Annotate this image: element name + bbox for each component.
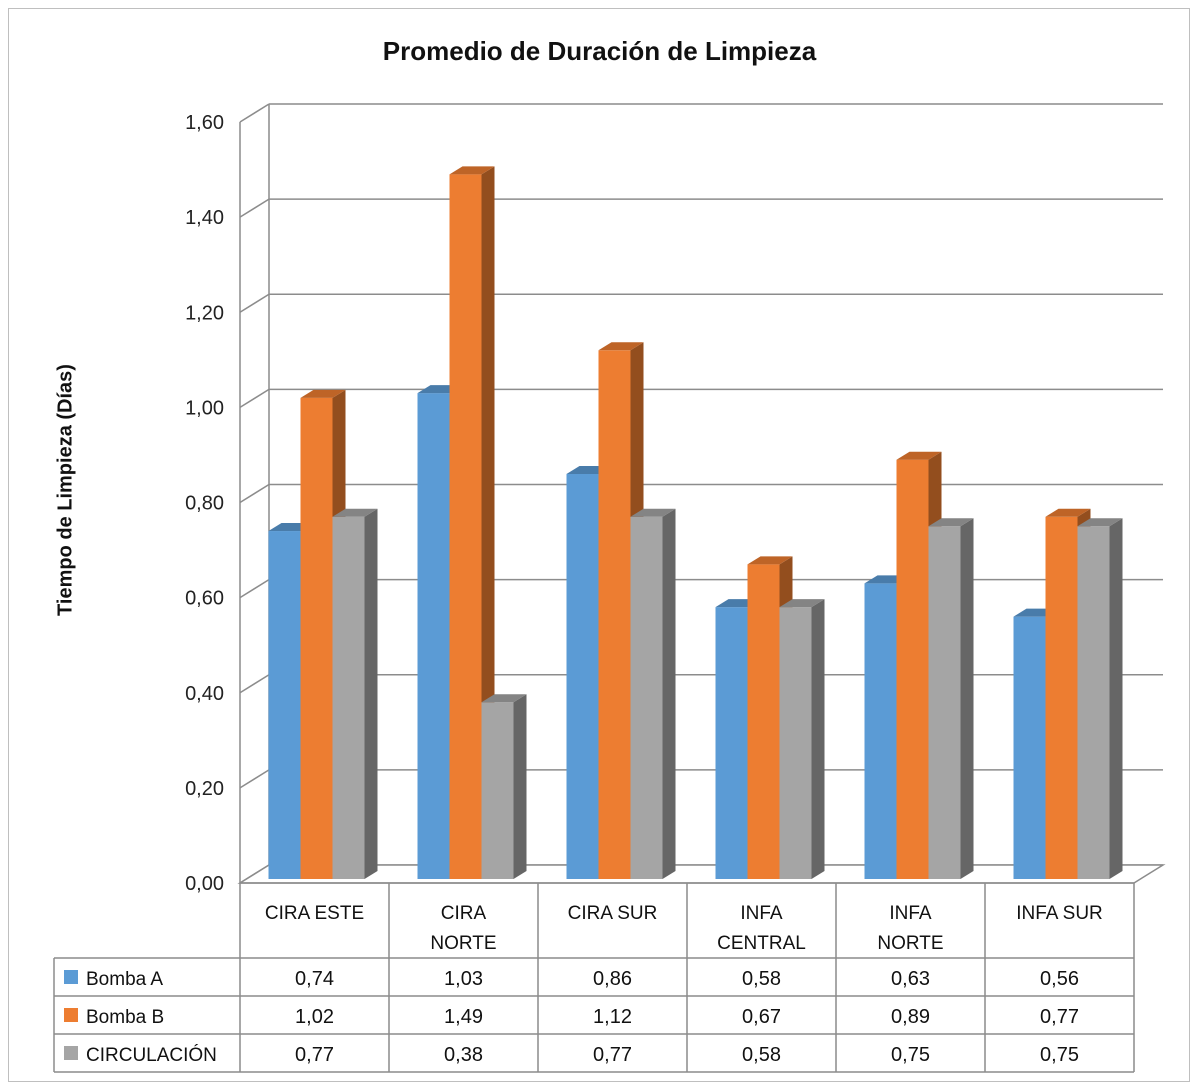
bar-side [662,508,676,879]
bar-top [449,166,495,175]
data-label: 0,75 [891,1044,930,1066]
data-label: 1,12 [593,1006,632,1028]
x-tick-label: CIRA [441,903,487,924]
bar-top [1077,518,1123,527]
legend-swatch [64,1046,78,1060]
bar-top [896,451,942,460]
bar-side [960,518,974,879]
legend-swatch [64,1008,78,1022]
bar [449,166,495,880]
bar-top [300,389,346,398]
bar-front [747,564,780,879]
chart-title: Promedio de Duración de Limpieza [382,36,817,66]
bar-top [747,556,793,565]
side-wall-line [239,388,270,409]
bar-front [715,607,748,879]
y-tick-label: 1,20 [185,302,224,324]
data-label: 0,77 [593,1044,632,1066]
side-wall-line [239,198,270,218]
y-tick-label: 0,80 [185,493,224,515]
data-label: 1,03 [444,968,483,990]
data-label: 0,56 [1040,968,1079,990]
data-label: 0,63 [891,968,930,990]
bar-side [811,599,825,879]
x-tick-label: CIRA SUR [568,903,658,924]
side-wall-line [239,293,270,313]
data-label: 0,67 [742,1006,781,1028]
y-tick-label: 1,00 [185,397,224,419]
bar-side [364,508,378,879]
data-label: 1,02 [295,1006,334,1028]
y-tick-label: 1,40 [185,207,224,229]
x-tick-label: NORTE [877,933,943,954]
side-wall-line [239,674,270,694]
bar-top [1045,508,1091,517]
bar [928,518,974,879]
data-label: 0,74 [295,968,334,990]
data-label: 0,58 [742,1044,781,1066]
x-tick-label: INFA SUR [1016,903,1103,924]
y-tick-label: 0,20 [185,778,224,800]
side-wall-line [239,483,270,504]
bar-front [566,473,599,879]
bar-front [779,607,812,879]
data-label: 0,86 [593,968,632,990]
bar-front [300,397,333,879]
x-tick-label: INFA [740,903,783,924]
bar-side [1109,518,1123,879]
bar-front [449,174,482,880]
side-wall-line [239,103,270,123]
y-tick-label: 0,60 [185,588,224,610]
bar-front [864,583,897,879]
side-wall-line [239,769,270,789]
bar-top [630,508,676,517]
bar [481,694,527,879]
data-label: 0,89 [891,1006,930,1028]
legend-swatch [64,970,78,984]
bar [630,508,676,879]
data-label: 1,49 [444,1006,483,1028]
bar-front [268,531,301,879]
bar-front [332,516,365,879]
bar-front [1077,526,1110,879]
bar-front [928,526,961,879]
bar [1077,518,1123,879]
bar-top [481,694,527,703]
bar-side [513,694,527,879]
legend-entry: Bomba B [86,1007,164,1028]
bar-front [1045,516,1078,879]
x-tick-label: INFA [889,903,932,924]
bar-front [417,393,450,879]
x-tick-label: NORTE [430,933,496,954]
bar-front [481,702,514,879]
bar-front [630,516,663,879]
side-wall-line [239,578,270,599]
data-label: 0,58 [742,968,781,990]
x-tick-label: CIRA ESTE [265,903,364,924]
bar [332,508,378,879]
y-tick-label: 1,60 [185,112,224,134]
bar-top [928,518,974,527]
data-label: 0,38 [444,1044,483,1066]
legend-entry: CIRCULACIÓN [86,1044,217,1066]
data-label: 0,75 [1040,1044,1079,1066]
y-tick-label: 0,00 [185,873,224,895]
bar-top [332,508,378,517]
x-tick-label: CENTRAL [717,933,806,954]
y-tick-label: 0,40 [185,683,224,705]
legend-entry: Bomba A [86,969,163,990]
data-label: 0,77 [1040,1006,1079,1028]
data-label: 0,77 [295,1044,334,1066]
bar-front [1013,616,1046,879]
bar-front [598,350,631,879]
bar-front [896,459,929,879]
bar [779,599,825,879]
bar-top [779,599,825,608]
bar-top [598,342,644,351]
